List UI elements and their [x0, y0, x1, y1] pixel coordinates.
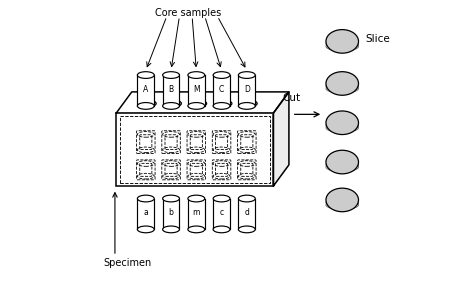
Ellipse shape — [163, 226, 180, 233]
Bar — [213, 75, 230, 106]
Bar — [238, 75, 255, 106]
Ellipse shape — [238, 226, 255, 233]
Text: d: d — [245, 208, 249, 217]
Text: A: A — [143, 85, 148, 94]
Bar — [120, 116, 270, 182]
Bar — [137, 75, 154, 106]
Bar — [163, 199, 180, 229]
Ellipse shape — [188, 226, 205, 233]
Ellipse shape — [137, 103, 154, 109]
Text: a: a — [144, 208, 148, 217]
Bar — [116, 113, 273, 186]
Bar — [238, 199, 255, 229]
Ellipse shape — [163, 72, 180, 78]
Text: Slice: Slice — [365, 34, 390, 44]
Bar — [137, 199, 154, 229]
Ellipse shape — [239, 100, 257, 107]
Ellipse shape — [213, 72, 230, 78]
Ellipse shape — [238, 195, 255, 202]
Ellipse shape — [326, 188, 358, 212]
Text: Cut: Cut — [283, 93, 301, 103]
Ellipse shape — [188, 103, 205, 109]
Ellipse shape — [137, 195, 154, 202]
Bar — [188, 199, 205, 229]
Ellipse shape — [326, 72, 358, 95]
Text: m: m — [192, 208, 200, 217]
Bar — [188, 75, 205, 106]
Text: M: M — [193, 85, 200, 94]
Ellipse shape — [137, 226, 154, 233]
Ellipse shape — [213, 103, 230, 109]
Ellipse shape — [188, 195, 205, 202]
Polygon shape — [116, 92, 289, 113]
Text: B: B — [168, 85, 173, 94]
Ellipse shape — [213, 195, 230, 202]
Ellipse shape — [188, 72, 205, 78]
Bar — [163, 75, 180, 106]
Ellipse shape — [326, 111, 358, 135]
Text: D: D — [244, 85, 250, 94]
Ellipse shape — [214, 100, 232, 107]
Ellipse shape — [163, 103, 180, 109]
Ellipse shape — [163, 195, 180, 202]
Bar — [213, 199, 230, 229]
Text: b: b — [169, 208, 173, 217]
Text: Core samples: Core samples — [155, 8, 221, 18]
Ellipse shape — [189, 100, 207, 107]
Ellipse shape — [326, 30, 358, 53]
Ellipse shape — [137, 72, 154, 78]
Ellipse shape — [138, 100, 156, 107]
Ellipse shape — [238, 103, 255, 109]
Text: Specimen: Specimen — [104, 258, 152, 268]
Ellipse shape — [164, 100, 182, 107]
Ellipse shape — [213, 226, 230, 233]
Ellipse shape — [326, 150, 358, 174]
Text: C: C — [219, 85, 224, 94]
Text: c: c — [219, 208, 224, 217]
Ellipse shape — [238, 72, 255, 78]
Polygon shape — [273, 92, 289, 186]
